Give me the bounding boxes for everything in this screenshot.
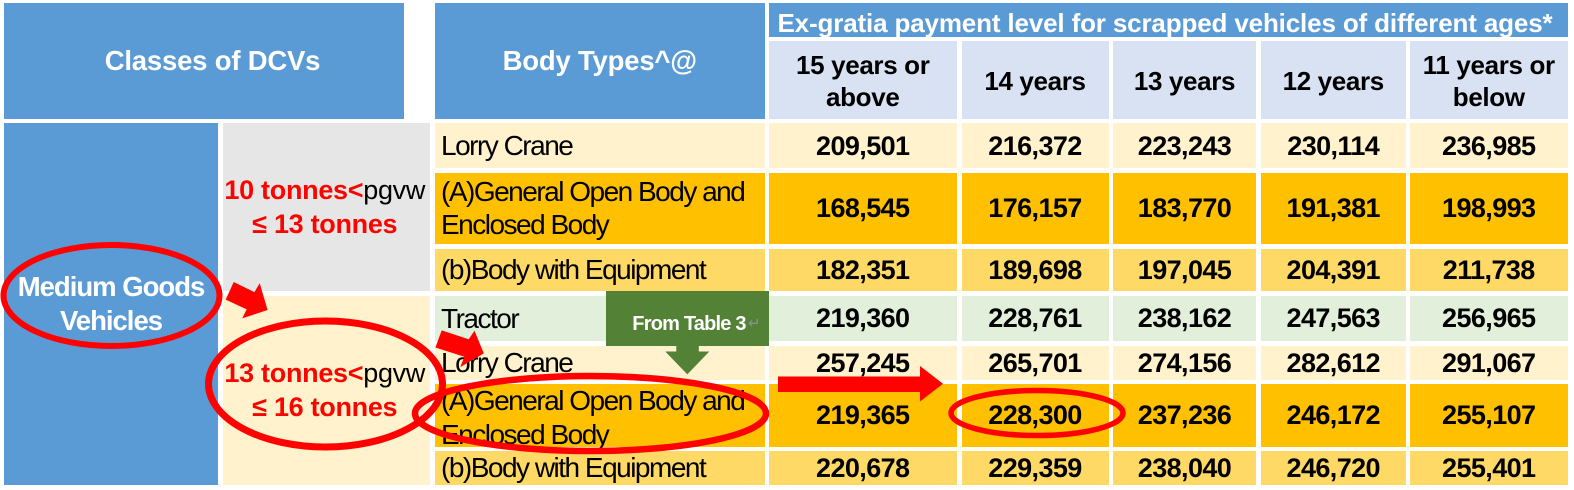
svg-text:↵: ↵ <box>748 315 761 332</box>
svg-text:From Table 3: From Table 3 <box>632 313 746 335</box>
